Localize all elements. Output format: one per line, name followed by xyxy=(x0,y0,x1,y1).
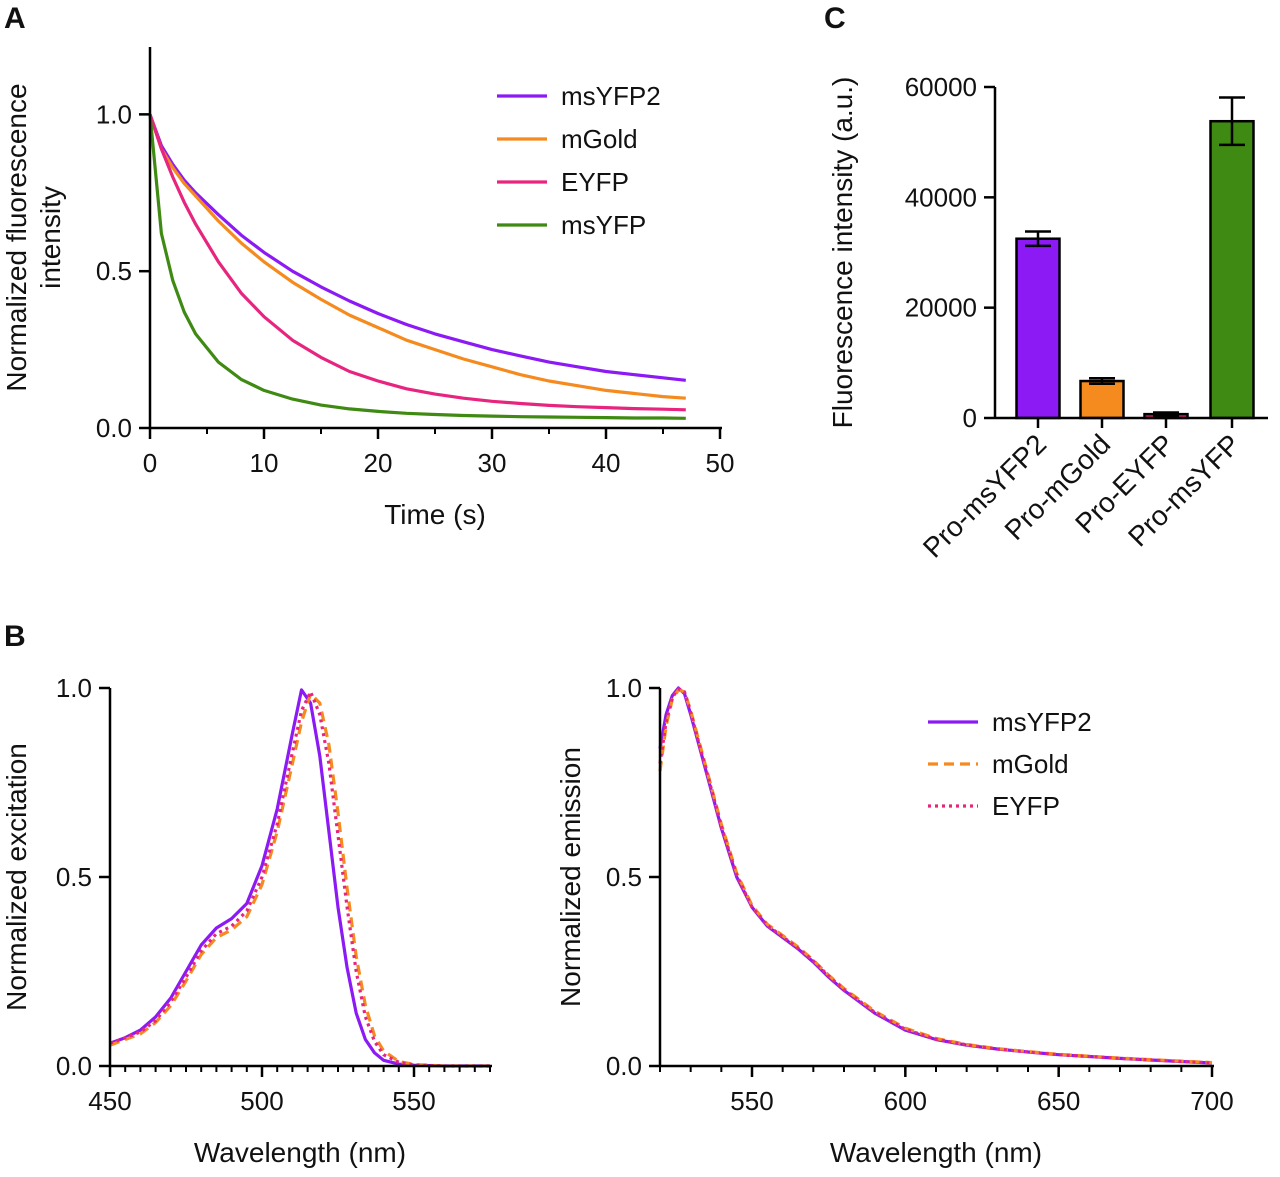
y-tick-label: 0.5 xyxy=(96,256,132,286)
y-axis-label: Normalized fluorescence xyxy=(1,83,32,391)
y-tick-label: 60000 xyxy=(905,72,977,102)
y-tick-label: 1.0 xyxy=(56,673,92,703)
x-axis-label: Time (s) xyxy=(384,499,486,530)
y-tick-label: 40000 xyxy=(905,182,977,212)
chart-b-emission: 550 600 650 700 0.0 0.5 1.0 Wavelength (nm) Norm… xyxy=(555,673,1234,1168)
y-tick-label: 0.5 xyxy=(606,862,642,892)
bar-pro-msyfp2 xyxy=(1015,237,1061,420)
x-tick-label: 700 xyxy=(1190,1086,1233,1116)
y-tick-label: 0.0 xyxy=(56,1051,92,1081)
legend-label-eyfp: EYFP xyxy=(561,167,629,197)
x-tick-label: 550 xyxy=(730,1086,773,1116)
series-line-mgold xyxy=(148,113,686,400)
y-tick-label: 20000 xyxy=(905,293,977,323)
x-tick-label: 10 xyxy=(250,448,279,478)
y-tick-label: 1.0 xyxy=(96,99,132,129)
legend-label-eyfp: EYFP xyxy=(992,791,1060,821)
bar-pro-mgold xyxy=(1079,379,1125,420)
x-tick-label: 650 xyxy=(1037,1086,1080,1116)
series-line-msyfp2 xyxy=(148,113,686,382)
y-tick-label: 0.5 xyxy=(56,862,92,892)
y-tick-label: 0 xyxy=(963,403,977,433)
x-tick-label: 500 xyxy=(240,1086,283,1116)
x-tick-label: 600 xyxy=(884,1086,927,1116)
bar-pro-msyfp xyxy=(1209,119,1255,420)
y-axis-label: Normalized excitation xyxy=(1,743,32,1011)
y-tick-label: 1.0 xyxy=(606,673,642,703)
panel-label-c: C xyxy=(824,2,846,35)
chart-a-fluorescence-decay: 0 10 20 30 40 50 0.0 0.5 1.0 Time (s) Normalized f… xyxy=(1,47,734,530)
legend-label-msyfp2: msYFP2 xyxy=(561,81,661,111)
legend-label-mgold: mGold xyxy=(561,124,638,154)
y-tick-label: 0.0 xyxy=(606,1051,642,1081)
x-tick-label: 20 xyxy=(364,448,393,478)
legend-label-msyfp2: msYFP2 xyxy=(992,707,1092,737)
panel-label-a: A xyxy=(4,2,26,35)
chart-c-fluorescence-bars: Pro-msYFP2Pro-mGoldPro-EYFPPro-msYFP0200… xyxy=(827,72,1268,564)
x-tick-label: 450 xyxy=(88,1086,131,1116)
x-axis-label: Wavelength (nm) xyxy=(194,1137,406,1168)
series-line-msyfp xyxy=(148,114,686,420)
series-line-eyfp xyxy=(658,687,1213,1065)
x-tick-label: 550 xyxy=(392,1086,435,1116)
y-axis-label: intensity xyxy=(35,186,66,289)
x-tick-label: 50 xyxy=(706,448,735,478)
x-axis-label: Wavelength (nm) xyxy=(830,1137,1042,1168)
y-axis-label: Normalized emission xyxy=(555,747,586,1007)
x-tick-label: 0 xyxy=(143,448,157,478)
series-line-eyfp xyxy=(109,690,490,1068)
series-line-msyfp2 xyxy=(658,686,1213,1065)
x-tick-label: 40 xyxy=(592,448,621,478)
y-tick-label: 0.0 xyxy=(96,413,132,443)
series-line-mgold xyxy=(109,692,490,1068)
legend-label-msyfp: msYFP xyxy=(561,210,646,240)
legend-label-mgold: mGold xyxy=(992,749,1069,779)
series-line-mgold xyxy=(658,688,1213,1065)
series-line-eyfp xyxy=(148,113,686,412)
panel-label-b: B xyxy=(4,620,26,653)
x-tick-label: 30 xyxy=(478,448,507,478)
y-axis-label: Fluorescence intensity (a.u.) xyxy=(827,77,858,429)
series-line-msyfp2 xyxy=(109,688,490,1068)
chart-b-excitation: 450 500 550 0.0 0.5 1.0 Wavelength (nm) Normali… xyxy=(1,673,492,1168)
